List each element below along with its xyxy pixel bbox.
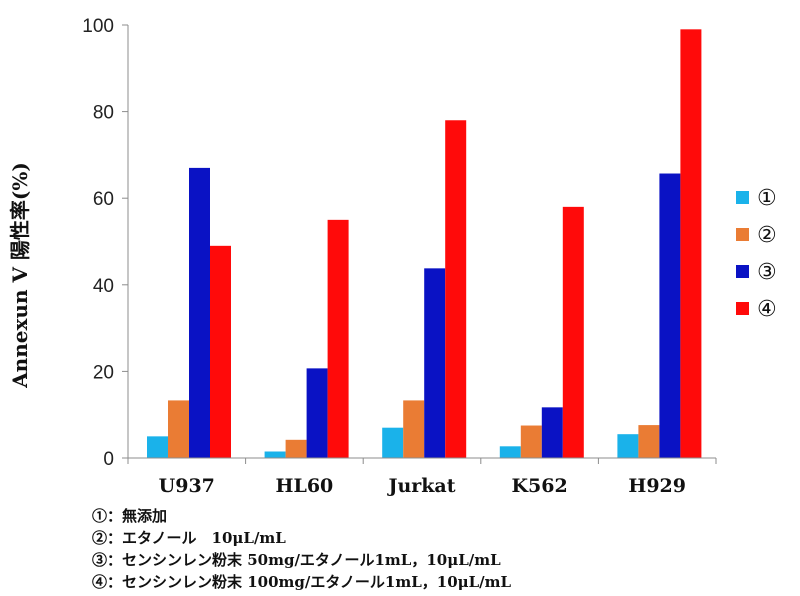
legend-label: ② xyxy=(757,223,777,248)
legend-swatch xyxy=(736,191,749,204)
bar xyxy=(189,167,210,458)
bars xyxy=(147,29,702,459)
note-2: ②：エタノール 10μL/mL xyxy=(92,529,286,547)
bar xyxy=(382,427,404,458)
y-tick-label: 100 xyxy=(82,16,114,37)
bar xyxy=(445,120,467,458)
bar xyxy=(306,368,328,458)
bar xyxy=(403,400,425,458)
y-tick-label: 40 xyxy=(93,276,114,297)
bar xyxy=(210,245,231,458)
bar-chart: 0 20 40 60 80 100 U937 HL60 Jurkat K562 H929 Anne… xyxy=(8,16,777,497)
y-axis: 0 20 40 60 80 100 xyxy=(82,16,129,470)
legend-swatch xyxy=(736,228,749,241)
bar xyxy=(520,425,542,458)
legend-label: ① xyxy=(757,186,777,211)
bar xyxy=(541,407,563,458)
legend: ① ② ③ ④ xyxy=(736,186,777,322)
x-tick-label: U937 xyxy=(159,475,215,497)
legend-notes: ①：無添加 ②：エタノール 10μL/mL ③：センシンレン粉末 50mg/エタ… xyxy=(92,505,511,593)
legend-swatch xyxy=(736,302,749,315)
y-tick-label: 20 xyxy=(93,362,114,383)
bar xyxy=(659,173,681,459)
x-tick-label: HL60 xyxy=(276,475,334,497)
legend-swatch xyxy=(736,265,749,278)
y-tick-label: 80 xyxy=(93,103,114,124)
y-axis-title: Annexun V 陽性率(%) xyxy=(8,162,32,389)
bar xyxy=(499,446,521,458)
note-1: ①：無添加 xyxy=(92,507,168,525)
y-tick-label: 0 xyxy=(103,449,114,470)
bar xyxy=(147,436,168,458)
bar xyxy=(617,434,639,458)
bar xyxy=(562,206,584,458)
legend-label: ③ xyxy=(757,260,777,285)
bar xyxy=(264,451,286,458)
note-3: ③：センシンレン粉末 50mg/エタノール1mL，10μL/mL xyxy=(92,551,501,569)
bar xyxy=(327,219,349,458)
bar xyxy=(168,400,189,458)
bar xyxy=(638,425,660,458)
x-tick-label: K562 xyxy=(512,475,568,497)
y-tick-label: 60 xyxy=(93,189,114,210)
bar xyxy=(424,268,446,458)
bar xyxy=(680,29,702,459)
note-4: ④：センシンレン粉末 100mg/エタノール1mL，10μL/mL xyxy=(92,573,512,591)
x-tick-label: Jurkat xyxy=(386,475,455,497)
x-tick-label: H929 xyxy=(628,475,686,497)
x-axis: U937 HL60 Jurkat K562 H929 xyxy=(127,457,717,497)
bar xyxy=(285,439,307,458)
legend-label: ④ xyxy=(757,297,777,322)
